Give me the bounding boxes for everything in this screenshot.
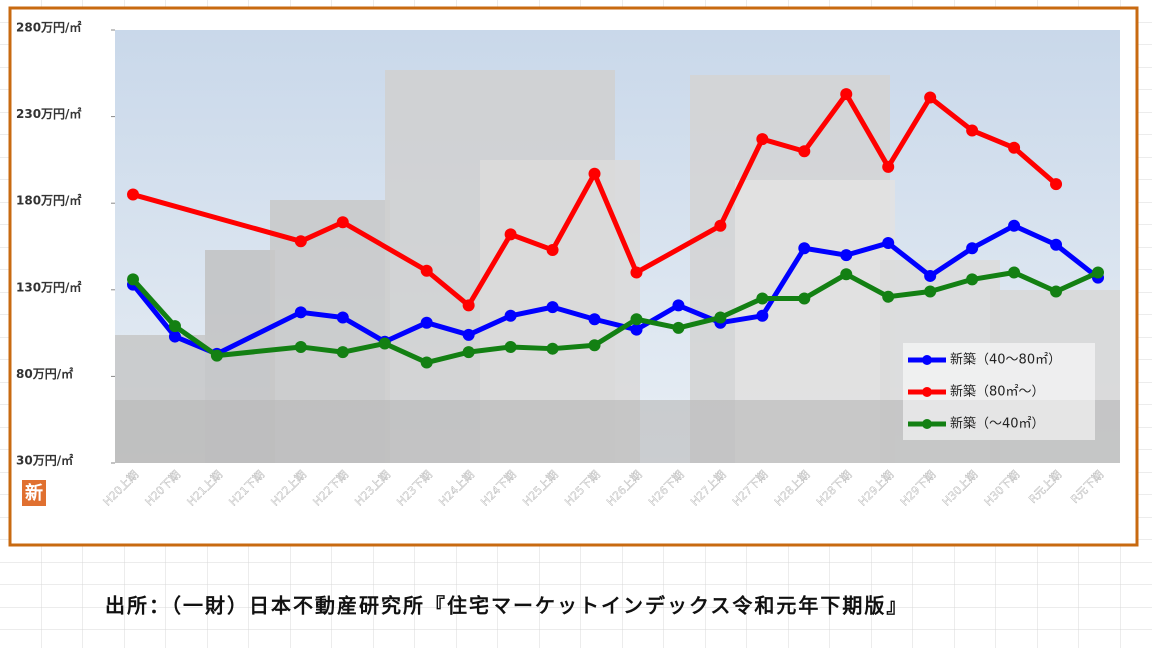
data-point: [630, 313, 643, 326]
y-tick-label: 230万円/㎡: [16, 106, 81, 121]
data-point: [1050, 178, 1063, 191]
data-point: [294, 235, 307, 248]
data-point: [924, 91, 937, 104]
data-point: [336, 346, 349, 359]
data-point: [798, 242, 811, 255]
data-point: [630, 266, 643, 279]
data-point: [127, 273, 139, 286]
data-point: [672, 299, 685, 312]
data-point: [588, 313, 601, 326]
data-point: [504, 309, 517, 322]
data-point: [630, 323, 643, 336]
data-point: [756, 133, 769, 146]
data-point: [1008, 266, 1021, 279]
badge-text: 新: [25, 482, 43, 504]
data-point: [798, 292, 811, 305]
series-line: [132, 91, 1058, 308]
data-point: [462, 299, 475, 312]
data-point: [336, 311, 349, 324]
data-point: [127, 188, 139, 201]
data-point: [420, 264, 433, 277]
data-point: [588, 167, 601, 180]
data-point: [420, 316, 433, 329]
data-point: [1008, 219, 1021, 232]
data-point: [840, 88, 853, 101]
data-point: [294, 306, 307, 319]
data-point: [546, 243, 559, 256]
y-tick-label: 280万円/㎡: [16, 20, 81, 35]
legend-label: 新築（80㎡～）: [950, 384, 1045, 400]
data-point: [756, 309, 769, 322]
legend-label: 新築（～40㎡）: [950, 416, 1045, 432]
legend-marker: [922, 387, 932, 397]
data-point: [378, 337, 391, 350]
data-point: [546, 301, 559, 314]
data-point: [924, 285, 937, 298]
source-note: 出所：（一財）日本不動産研究所『住宅マーケットインデックス令和元年下期版』: [105, 594, 908, 618]
data-point: [168, 320, 181, 333]
data-point: [504, 340, 517, 353]
data-point: [840, 249, 853, 262]
data-point: [924, 269, 937, 282]
data-point: [420, 356, 433, 369]
data-point: [546, 342, 559, 355]
data-point: [1050, 238, 1063, 251]
data-point: [966, 273, 979, 286]
data-point: [966, 242, 979, 255]
data-point: [840, 268, 853, 281]
data-point: [462, 346, 475, 359]
data-point: [336, 216, 349, 229]
legend-marker: [922, 419, 932, 429]
data-point: [210, 349, 223, 362]
data-point: [1050, 285, 1063, 298]
data-point: [588, 339, 601, 352]
legend-label: 新築（40～80㎡）: [950, 352, 1061, 368]
data-point: [798, 145, 811, 158]
legend-marker: [922, 355, 932, 365]
data-point: [882, 160, 895, 173]
y-tick-label: 180万円/㎡: [16, 193, 81, 208]
data-point: [714, 311, 727, 324]
data-point: [882, 290, 895, 303]
data-point: [672, 321, 685, 334]
data-point: [966, 124, 979, 137]
data-point: [462, 328, 475, 341]
data-point: [882, 237, 895, 250]
data-point: [714, 219, 727, 232]
y-tick-label: 80万円/㎡: [16, 366, 73, 381]
y-tick-label: 130万円/㎡: [16, 279, 81, 294]
data-point: [1008, 141, 1021, 154]
data-point: [168, 330, 181, 343]
badge: [22, 480, 46, 506]
data-point: [756, 292, 769, 305]
y-tick-label: 30万円/㎡: [16, 453, 73, 468]
data-point: [294, 340, 307, 353]
data-point: [1092, 266, 1104, 279]
data-point: [504, 228, 517, 241]
